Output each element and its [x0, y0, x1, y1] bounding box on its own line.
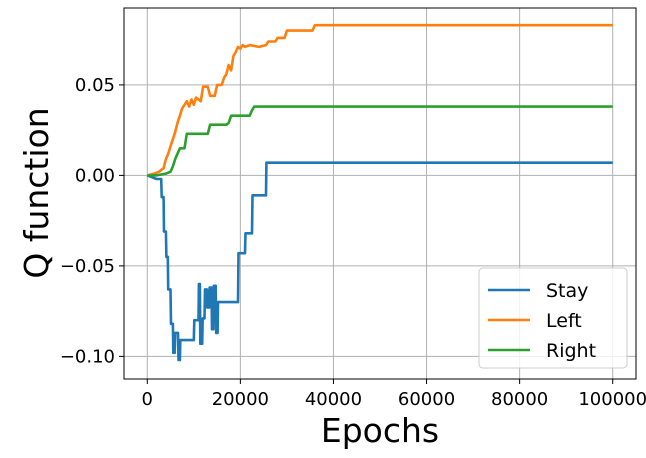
legend-box — [478, 267, 628, 369]
x-tick-label: 0 — [142, 389, 153, 410]
plot-frame — [123, 7, 637, 380]
grid — [124, 8, 636, 379]
y-tick-label: 0.00 — [75, 165, 115, 186]
series-line-stay — [146, 161, 613, 362]
x-tick-label: 100000 — [578, 389, 646, 410]
y-axis-label: Q function — [17, 107, 56, 278]
y-tick-label: −0.10 — [60, 346, 115, 367]
x-axis-label: Epochs — [321, 411, 439, 450]
series-line-right — [147, 105, 613, 177]
x-tick-label: 60000 — [398, 389, 455, 410]
y-tick-label: 0.05 — [75, 75, 115, 96]
x-tick-label: 40000 — [305, 389, 362, 410]
x-tick-label: 80000 — [491, 389, 548, 410]
legend-label-left: Left — [546, 310, 582, 332]
y-axis-ticks: −0.10 −0.05 0.00 0.05 — [60, 75, 124, 367]
x-axis-ticks: 0 20000 40000 60000 80000 100000 — [142, 379, 646, 410]
y-tick-label: −0.05 — [60, 256, 115, 277]
legend: Stay Left Right — [478, 267, 628, 369]
legend-label-stay: Stay — [546, 280, 588, 302]
series-lines — [146, 23, 613, 362]
x-tick-label: 20000 — [212, 389, 269, 410]
series-line-left — [146, 23, 613, 177]
legend-label-right: Right — [546, 340, 596, 362]
